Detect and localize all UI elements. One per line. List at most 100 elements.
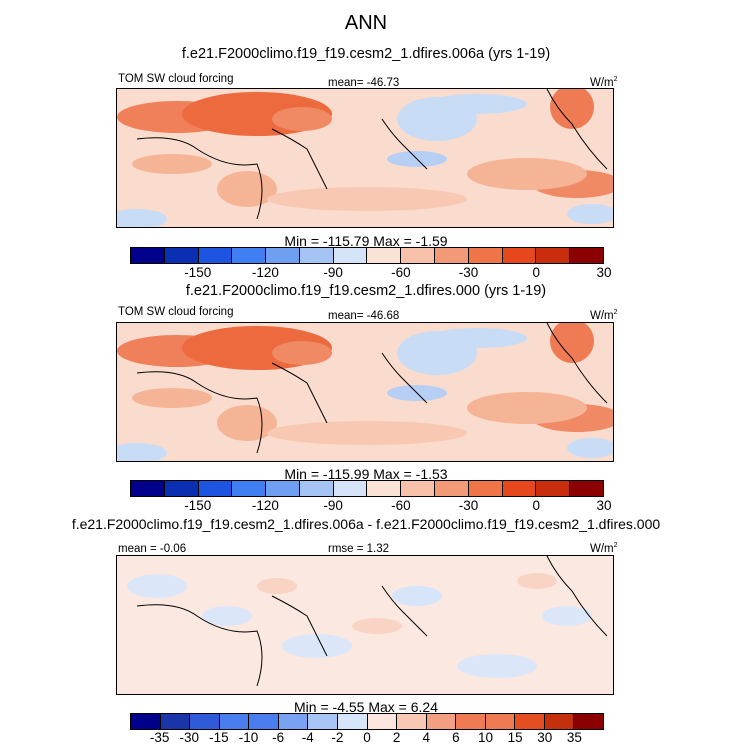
panel3-colorbar-ticks: -35 -30 -15 -10 -6 -4 -2 0 2 4 6 10 15 30 35 <box>130 730 604 746</box>
colorbar-tick-label: -30 <box>458 265 479 280</box>
panel2-colorbar <box>130 480 604 497</box>
coastline <box>271 128 328 190</box>
panel1-map <box>116 88 614 228</box>
colorbar-tick-label: 30 <box>596 498 612 513</box>
panel3-map-field <box>117 556 613 694</box>
field-blob <box>217 405 277 441</box>
panel1-minmax: Min = -115.79 Max = -1.59 <box>284 233 448 249</box>
season-title: ANN <box>344 12 388 34</box>
colorbar-swatch <box>570 248 603 263</box>
field-blob <box>352 618 402 634</box>
colorbar-swatch <box>367 714 398 729</box>
panel3-mean-label: mean = -0.06 <box>118 543 187 555</box>
colorbar-swatch <box>131 714 161 729</box>
colorbar-swatch <box>435 481 469 496</box>
field-blob <box>127 574 187 598</box>
panel3-map <box>116 555 614 695</box>
colorbar-swatch <box>502 481 537 496</box>
panel2-units-label: W/m2 <box>590 309 618 322</box>
colorbar-tick-label: 35 <box>566 730 582 745</box>
colorbar-swatch <box>426 714 457 729</box>
colorbar-tick-label: 15 <box>507 730 523 745</box>
colorbar-swatch <box>515 714 545 729</box>
field-blob <box>517 573 557 589</box>
colorbar-swatch <box>468 248 503 263</box>
panel1-colorbar <box>130 247 604 264</box>
panel2-map <box>116 322 614 462</box>
coastline <box>136 604 263 687</box>
colorbar-swatch <box>397 714 427 729</box>
panel2-colorbar-ticks: -150 -120 -90 -60 -30 0 30 <box>130 498 611 514</box>
colorbar-tick-label: 30 <box>537 730 553 745</box>
panel1-mean-label: mean= -46.73 <box>328 77 400 89</box>
panel2-map-field <box>117 323 613 461</box>
colorbar-tick-label: -60 <box>391 265 411 280</box>
colorbar-tick-label: -15 <box>209 730 229 745</box>
field-blob <box>542 606 592 626</box>
colorbar-swatch <box>401 248 436 263</box>
coastline <box>136 137 263 220</box>
field-blob <box>267 421 467 445</box>
colorbar-swatch <box>435 248 469 263</box>
field-blob <box>467 392 587 424</box>
panel1-variable-label: TOM SW cloud forcing <box>118 73 234 85</box>
panel3-case-title: f.e21.F2000climo.f19_f19.cesm2_1.dfires.… <box>71 516 661 532</box>
coastline <box>381 118 428 170</box>
colorbar-tick-label: -90 <box>323 265 343 280</box>
colorbar-swatch <box>333 481 368 496</box>
field-blob <box>567 438 613 458</box>
colorbar-tick-label: -6 <box>272 730 285 745</box>
colorbar-tick-label: -150 <box>184 498 212 513</box>
colorbar-tick-label: -10 <box>238 730 259 745</box>
field-blob <box>550 89 594 129</box>
colorbar-swatch <box>299 481 334 496</box>
colorbar-tick-label: -35 <box>149 730 170 745</box>
field-blob <box>272 107 332 131</box>
field-blob <box>392 586 442 606</box>
panel3-minmax: Min = -4.55 Max = 6.24 <box>294 699 438 715</box>
colorbar-swatch <box>131 248 165 263</box>
colorbar-tick-label: -30 <box>458 498 479 513</box>
colorbar-tick-label: 2 <box>392 730 401 745</box>
field-blob <box>117 443 167 461</box>
coastline <box>271 595 328 657</box>
colorbar-tick-label: 0 <box>532 498 541 513</box>
colorbar-tick-label: -2 <box>331 730 344 745</box>
colorbar-swatch <box>164 248 199 263</box>
coastline <box>546 556 608 637</box>
colorbar-swatch <box>160 714 191 729</box>
coastline <box>546 89 608 170</box>
colorbar-swatch <box>574 714 603 729</box>
colorbar-swatch <box>468 481 503 496</box>
colorbar-swatch <box>308 714 338 729</box>
colorbar-swatch <box>570 481 603 496</box>
field-blob <box>282 634 352 658</box>
field-blob <box>257 578 297 594</box>
colorbar-swatch <box>190 714 220 729</box>
colorbar-swatch <box>544 714 575 729</box>
field-blob <box>427 94 527 114</box>
colorbar-swatch <box>536 481 571 496</box>
coastline <box>136 371 263 454</box>
colorbar-tick-label: 10 <box>477 730 494 745</box>
colorbar-tick-label: -120 <box>251 498 279 513</box>
field-blob <box>467 158 587 190</box>
panel2-minmax: Min = -115.99 Max = -1.53 <box>284 466 448 482</box>
colorbar-swatch <box>299 248 334 263</box>
colorbar-tick-label: 30 <box>596 265 612 280</box>
field-blob <box>132 388 212 408</box>
colorbar-swatch <box>219 714 250 729</box>
field-blob <box>567 204 613 224</box>
colorbar-tick-label: -150 <box>184 265 212 280</box>
colorbar-tick-label: 0 <box>532 265 541 280</box>
field-blob <box>457 654 537 678</box>
field-blob <box>267 187 467 211</box>
coastline <box>381 585 428 637</box>
panel1-colorbar-ticks: -150 -120 -90 -60 -30 0 30 <box>130 265 611 281</box>
colorbar-swatch <box>198 248 233 263</box>
panel2-mean-label: mean= -46.68 <box>328 310 400 322</box>
panel2-case-title: f.e21.F2000climo.f19_f19.cesm2_1.dfires.… <box>185 283 547 299</box>
field-blob <box>202 606 252 626</box>
panel1-case-title: f.e21.F2000climo.f19_f19.cesm2_1.dfires.… <box>181 46 551 62</box>
colorbar-swatch <box>456 714 486 729</box>
